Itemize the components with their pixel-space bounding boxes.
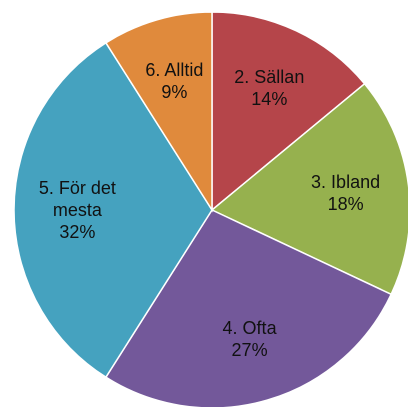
pie-slice xyxy=(104,11,213,213)
value-label: 32% xyxy=(59,222,96,242)
value-label: 27% xyxy=(231,340,268,361)
slice-label: 3. Ibland 18% xyxy=(290,171,402,215)
slice-label: 2. Sällan 14% xyxy=(213,66,325,110)
category-label: 3. Ibland xyxy=(311,172,381,193)
category-label: 5. För det mesta xyxy=(38,178,116,220)
pie-slice xyxy=(210,82,408,296)
slice-label: 5. För det mesta 32% xyxy=(21,177,133,243)
value-label: 14% xyxy=(251,89,288,110)
pie-slice xyxy=(13,41,213,379)
pie-slice xyxy=(211,11,366,212)
slice-label: 6. Alltid 9% xyxy=(118,59,230,103)
category-label: 4. Ofta xyxy=(222,318,277,339)
category-label: 6. Alltid xyxy=(145,59,204,80)
value-label: 9% xyxy=(161,81,188,102)
category-label: 2. Sällan xyxy=(234,67,305,88)
pie-slice xyxy=(104,209,393,407)
value-label: 18% xyxy=(327,194,364,215)
slice-label: 4. Ofta 27% xyxy=(194,317,306,361)
